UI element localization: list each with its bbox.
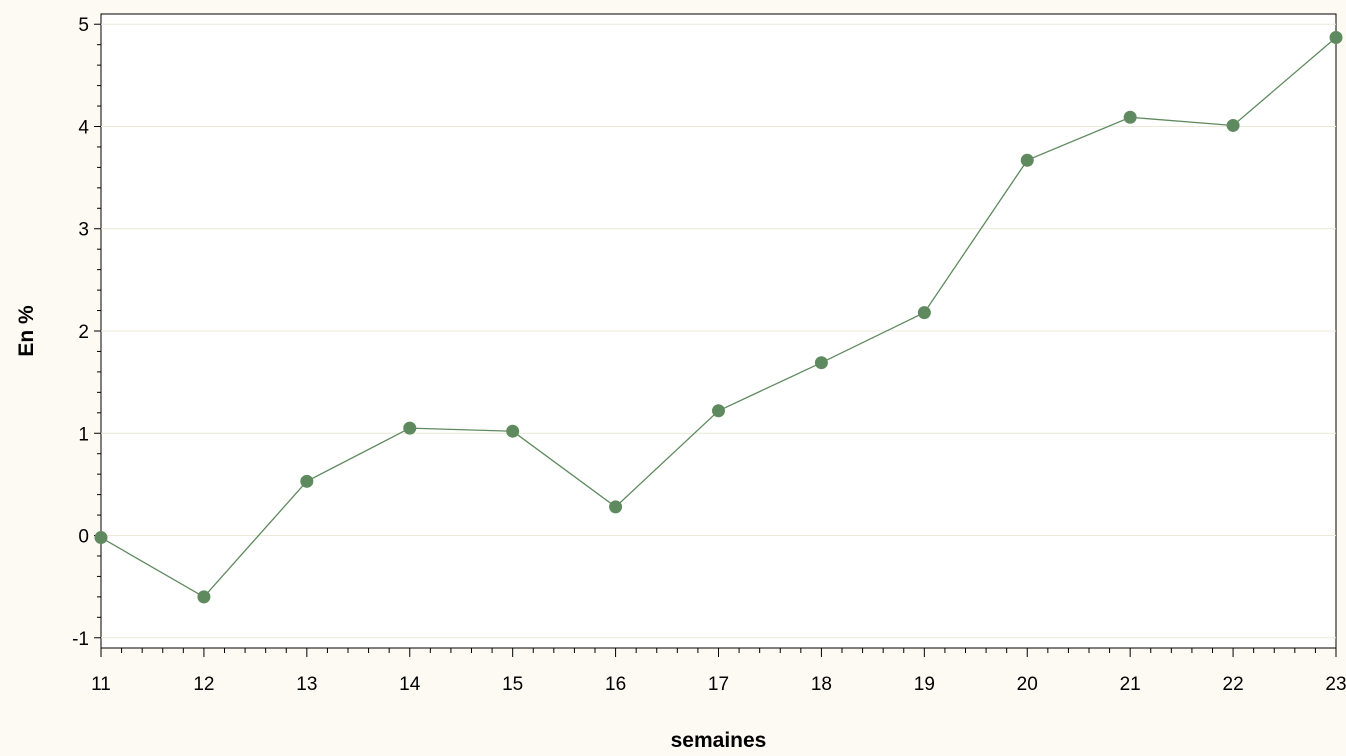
x-tick-label: 20 (1017, 674, 1038, 695)
data-point (1123, 110, 1137, 124)
y-tick-label: 4 (78, 117, 89, 138)
x-tick-label: 16 (605, 674, 626, 695)
data-point (300, 474, 314, 488)
data-point (712, 404, 725, 418)
y-tick-label: 0 (78, 527, 89, 548)
x-tick-label: 17 (708, 674, 729, 695)
y-tick-label: 5 (78, 15, 89, 36)
data-point (609, 500, 623, 514)
data-point (506, 424, 520, 438)
series (94, 31, 1343, 604)
data-point (814, 356, 828, 370)
x-tick-label: 18 (811, 674, 832, 695)
x-tick-label: 11 (91, 674, 111, 695)
gridlines (101, 23, 1336, 639)
y-axis-title: En % (15, 305, 38, 357)
y-tick-label: 1 (78, 424, 89, 445)
y-tick-label: 3 (78, 220, 89, 241)
x-tick-label: 13 (296, 674, 317, 695)
data-point (403, 421, 417, 435)
data-point (1226, 118, 1240, 132)
data-point (197, 590, 211, 604)
x-tick-label: 15 (502, 674, 523, 695)
data-point (1020, 153, 1034, 167)
data-point (917, 306, 931, 320)
x-tick-label: 14 (399, 674, 421, 695)
x-tick-label: 21 (1120, 674, 1141, 695)
y-tick-label: 2 (78, 322, 89, 343)
x-tick-label: 12 (193, 674, 214, 695)
x-tick-label: 23 (1325, 674, 1346, 695)
data-point (1329, 31, 1343, 45)
data-point (94, 531, 108, 545)
x-tick-label: 22 (1223, 674, 1244, 695)
x-tick-label: 19 (914, 674, 935, 695)
x-axis-title: semaines (671, 729, 767, 751)
y-tick-label: -1 (72, 629, 89, 650)
